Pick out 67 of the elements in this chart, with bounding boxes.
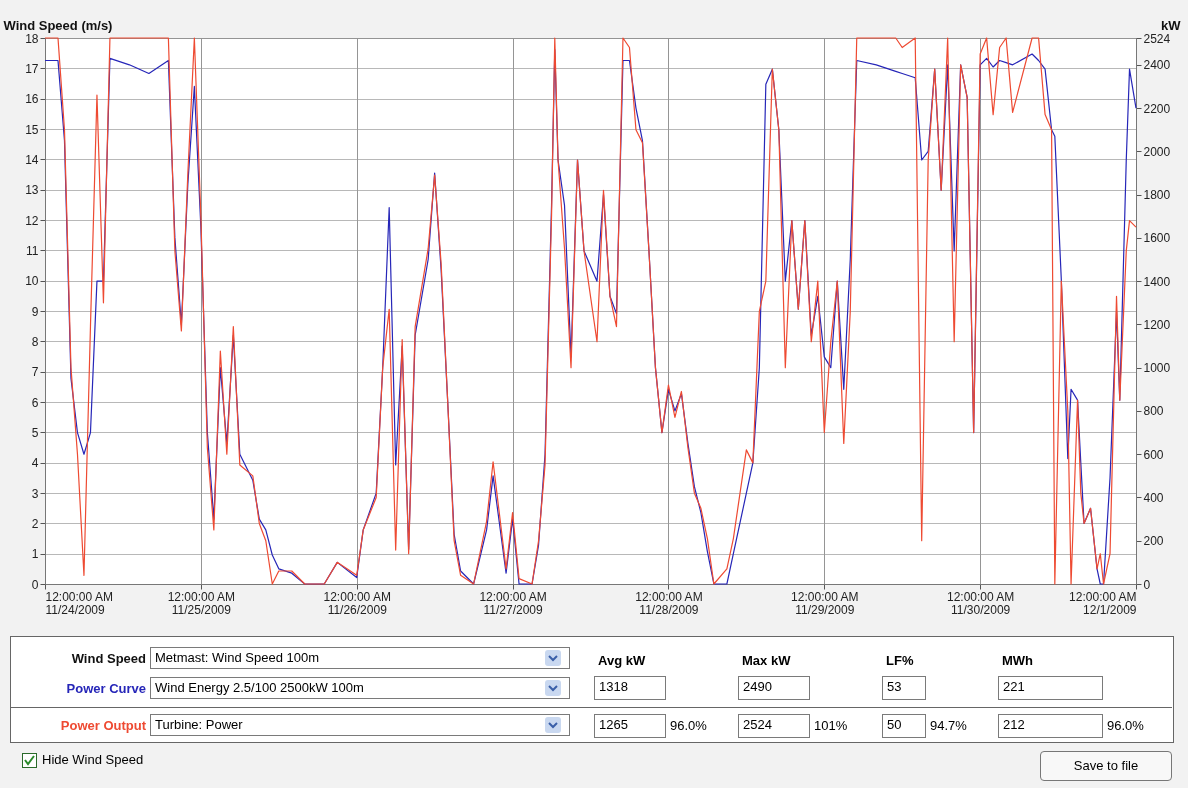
y2-tick-label: 800 (1143, 404, 1164, 419)
text-field: 212 (998, 714, 1103, 738)
y-tick-label: 7 (31, 365, 39, 380)
x-tick-label: 12:00:00 AM 11/26/2009 (323, 589, 391, 617)
y-tick-label: 14 (25, 152, 39, 167)
text: MWh (1002, 653, 1034, 668)
y2-tick-label: 200 (1143, 534, 1164, 549)
y-tick-label: 6 (31, 395, 39, 410)
y2-tick-label: 2000 (1143, 144, 1171, 159)
text: Wind Speed (70, 651, 146, 666)
dropdown-field: Wind Energy 2.5/100 2500kW 100m (150, 677, 570, 699)
y-tick-label: 1 (31, 547, 39, 562)
y-tick-label: 3 (31, 486, 39, 501)
y-tick-label: 11 (26, 243, 39, 258)
dropdown-field: Metmast: Wind Speed 100m (150, 647, 570, 669)
y2-tick-label: 1600 (1143, 231, 1171, 246)
y-tick-label: 4 (31, 456, 39, 471)
y-tick-label: 18 (25, 31, 39, 46)
text: Max kW (742, 653, 791, 668)
y-tick-label: 13 (25, 183, 39, 198)
y2-tick-label: 1800 (1143, 188, 1171, 203)
text-field: 53 (882, 676, 926, 700)
text-field: 221 (998, 676, 1103, 700)
y2-tick-label: 2524 (1143, 31, 1171, 46)
text-field: 50 (882, 714, 926, 738)
y-tick-label: 10 (25, 274, 39, 289)
x-tick-label: 12:00:00 AM 11/24/2009 (45, 589, 113, 617)
y-tick-label: 12 (25, 213, 39, 228)
y-tick-label: 15 (25, 122, 39, 137)
y2-axis-title: kW (1161, 17, 1182, 33)
y-tick-label: 2 (31, 516, 39, 531)
x-tick-label: 12:00:00 AM 12/1/2009 (1069, 589, 1137, 617)
text-field: 2524 (738, 714, 810, 738)
y2-tick-label: 2200 (1143, 101, 1171, 116)
y2-tick-label: 1200 (1143, 317, 1171, 332)
text: 101% (814, 718, 848, 733)
text: Power Curve (65, 681, 146, 696)
text: 94.7% (930, 718, 967, 733)
y2-tick-label: 400 (1143, 490, 1164, 505)
y2-tick-label: 2400 (1143, 58, 1171, 73)
y-tick-label: 5 (31, 425, 39, 440)
y-tick-label: 0 (31, 577, 39, 592)
x-tick-label: 12:00:00 AM 11/30/2009 (946, 589, 1015, 617)
y2-tick-label: 600 (1143, 447, 1164, 462)
text-field: 1318 (594, 676, 666, 700)
dropdown-field: Turbine: Power (150, 714, 570, 736)
y2-tick-label: 1000 (1143, 361, 1171, 376)
text: Hide Wind Speed (42, 752, 144, 767)
y2-tick-label: 0 (1143, 577, 1151, 592)
x-tick-label: 12:00:00 AM 11/25/2009 (167, 589, 236, 617)
y-tick-label: 9 (31, 304, 39, 319)
text: Avg kW (598, 653, 646, 668)
button: Save to file (1040, 751, 1172, 781)
y-tick-label: 8 (31, 334, 39, 349)
text: Power Output (59, 718, 146, 733)
text: LF% (886, 653, 914, 668)
text-field: 2490 (738, 676, 810, 700)
y-axis-title: Wind Speed (m/s) (3, 17, 113, 33)
y-tick-label: 16 (25, 92, 39, 107)
x-tick-label: 12:00:00 AM 11/27/2009 (479, 589, 547, 617)
text-field: 1265 (594, 714, 666, 738)
y-tick-label: 17 (25, 61, 39, 76)
x-tick-label: 12:00:00 AM 11/29/2009 (791, 589, 859, 617)
y2-tick-label: 1400 (1143, 274, 1171, 289)
x-tick-label: 12:00:00 AM 11/28/2009 (635, 589, 703, 617)
text: 96.0% (1107, 718, 1144, 733)
text: 96.0% (670, 718, 707, 733)
